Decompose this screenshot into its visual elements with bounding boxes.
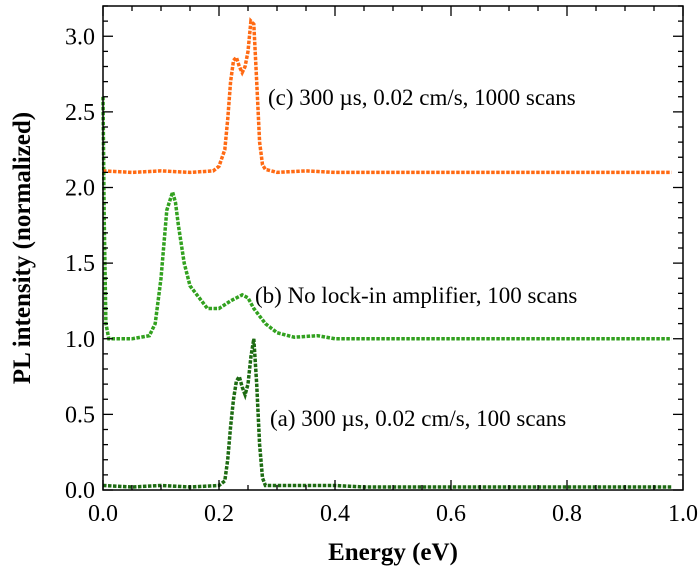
y-tick-label: 1.0: [65, 327, 95, 353]
y-tick-label: 0.5: [65, 402, 95, 428]
y-tick-label: 1.5: [65, 251, 95, 277]
x-tick-label: 1.0: [668, 501, 698, 527]
series-layer: [101, 17, 672, 489]
y-tick-label: 3.0: [65, 24, 95, 50]
annotation-a: (a) 300 µs, 0.02 cm/s, 100 scans: [270, 406, 566, 431]
x-axis-title: Energy (eV): [328, 539, 458, 566]
x-tick-label: 0.6: [436, 501, 466, 527]
annotation-b: (b) No lock-in amplifier, 100 scans: [255, 283, 577, 308]
x-tick-label: 0.8: [552, 501, 582, 527]
tick-layer: 0.0 0.2 0.4 0.6 0.8 1.0 0.0 0.5 1.0 1.5 2.0 2.5 3.0: [65, 5, 698, 527]
y-tick-label: 2.5: [65, 100, 95, 126]
series-line-b: [101, 96, 672, 341]
series-line-a: [102, 338, 672, 489]
series-line-c: [102, 17, 672, 175]
y-tick-label: 0.0: [65, 478, 95, 504]
x-tick-label: 0.2: [204, 501, 234, 527]
x-tick-label: 0.0: [88, 501, 118, 527]
y-axis-title: PL intensity (normalized): [9, 112, 36, 384]
x-tick-label: 0.4: [320, 501, 350, 527]
y-tick-label: 2.0: [65, 176, 95, 202]
annotation-c: (c) 300 µs, 0.02 cm/s, 1000 scans: [268, 85, 576, 110]
